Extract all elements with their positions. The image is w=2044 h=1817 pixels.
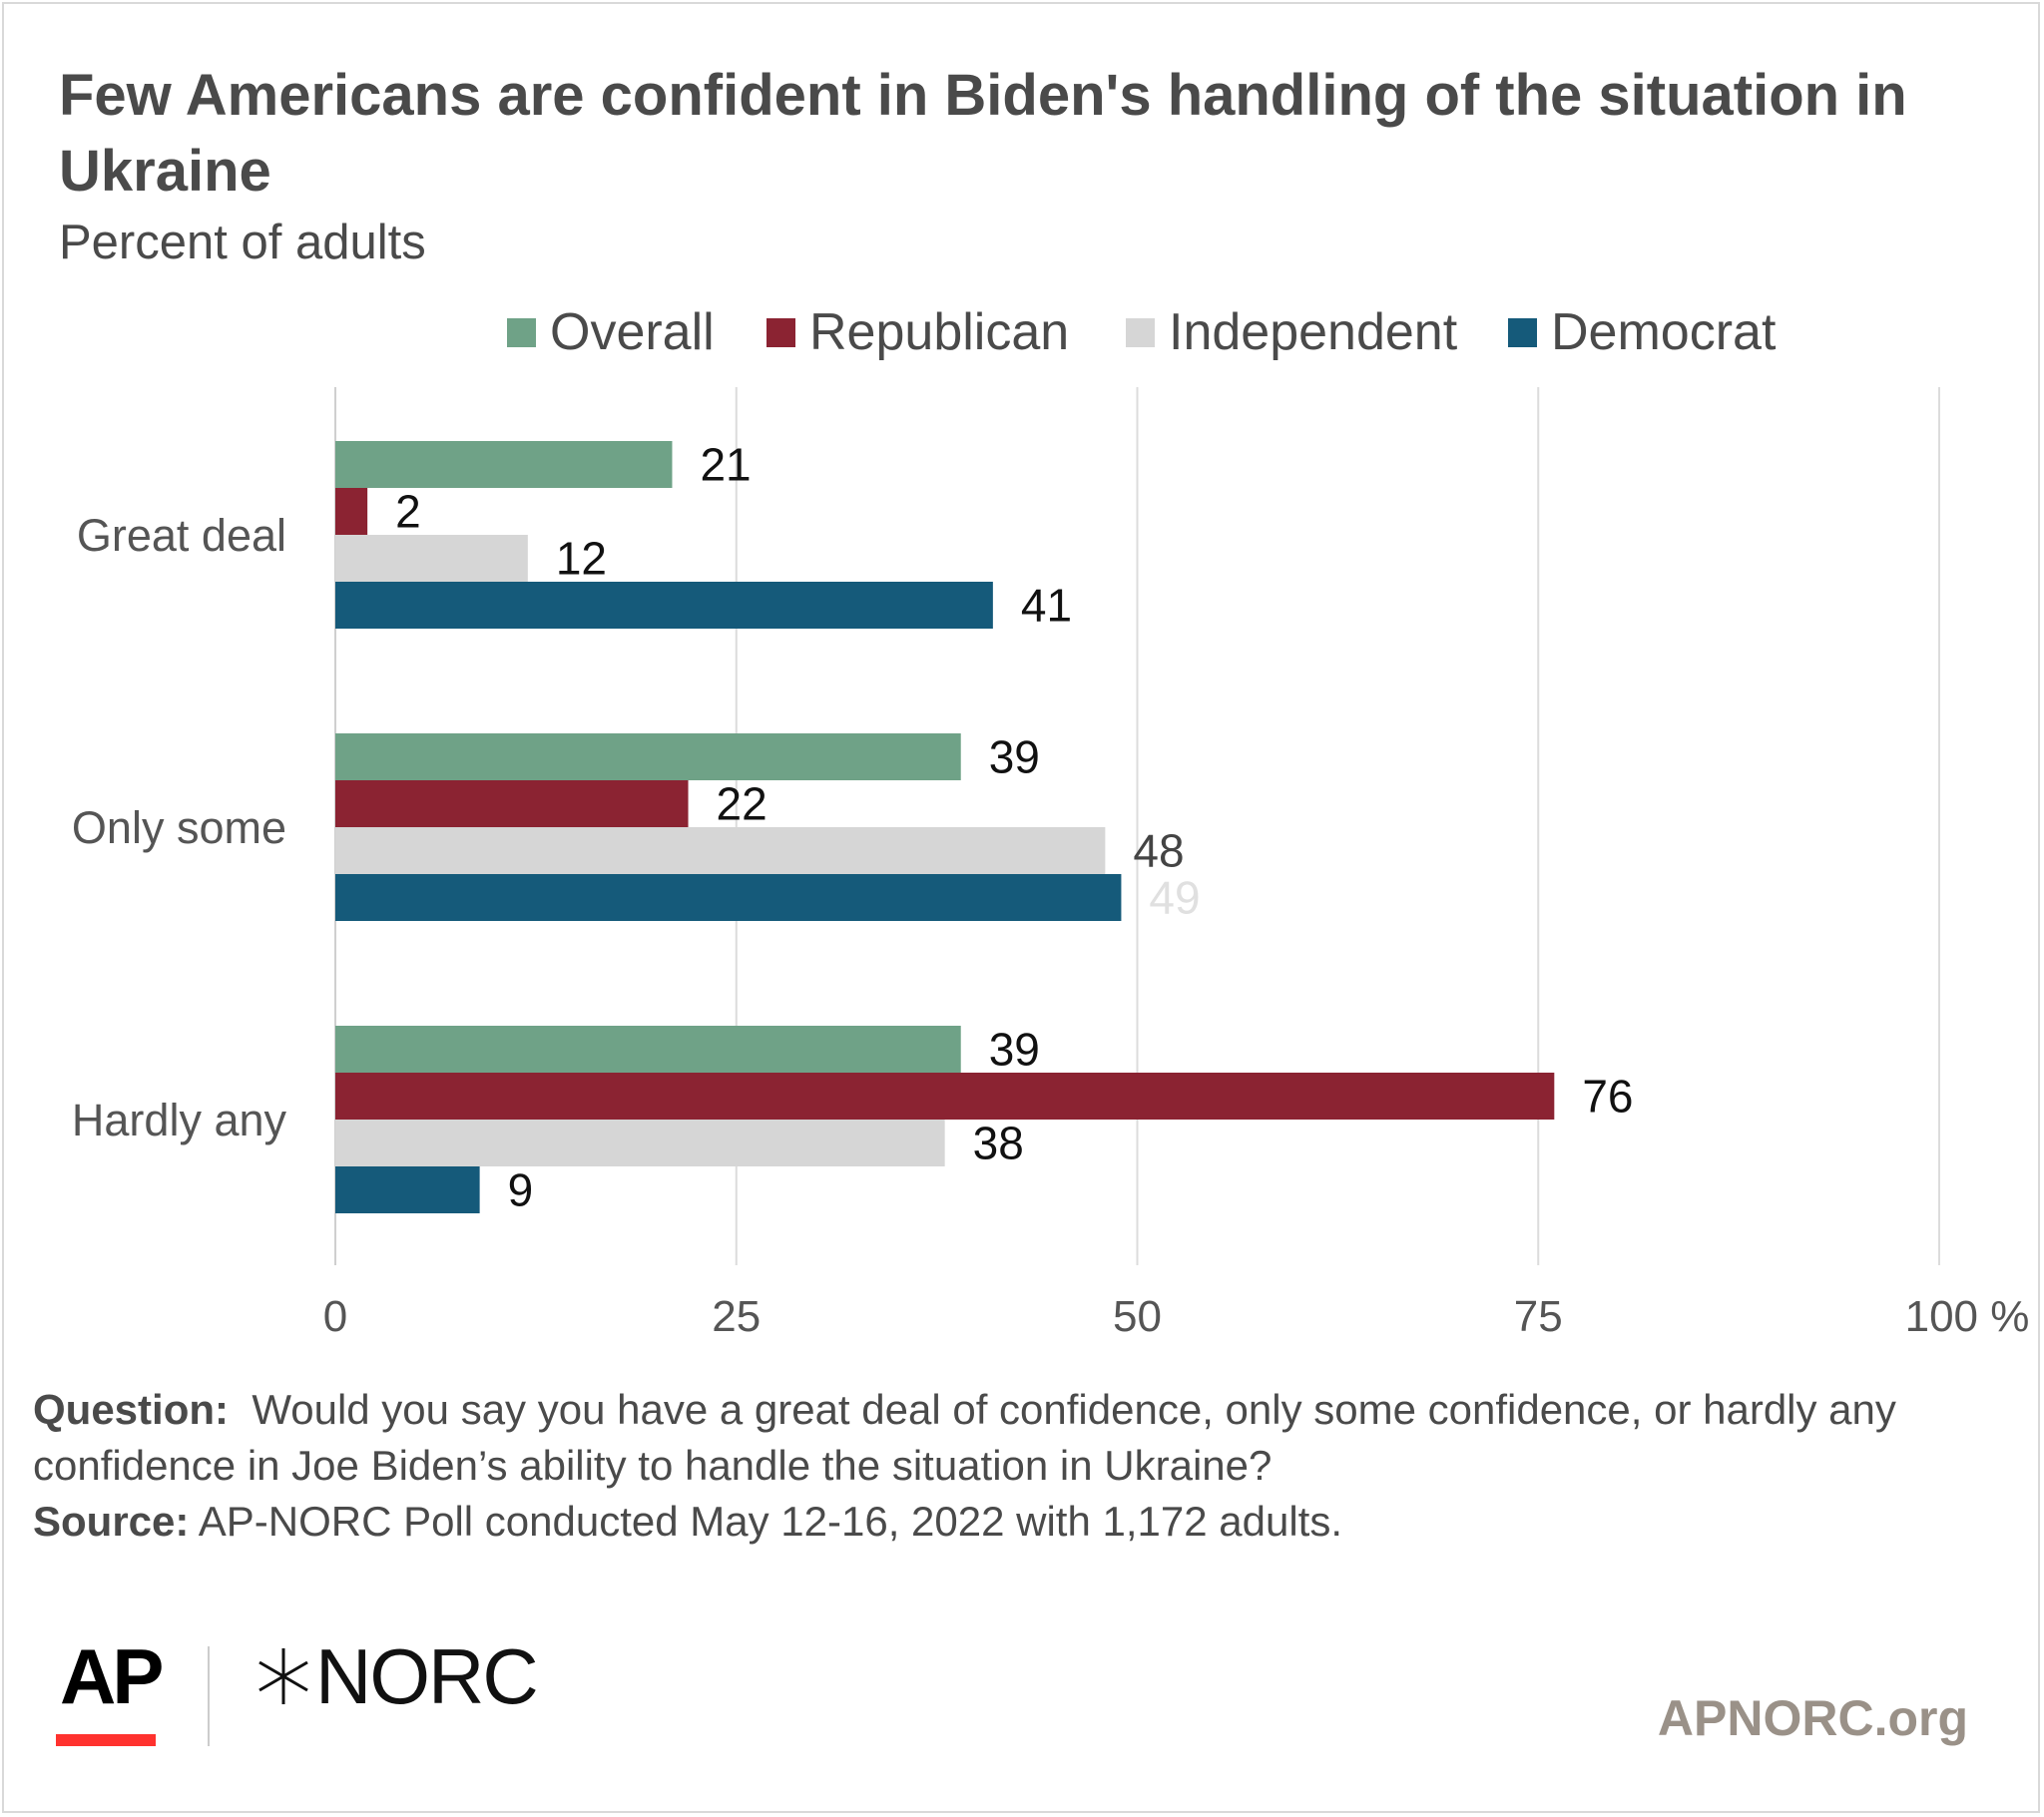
apnorc-site-link[interactable]: APNORC.org — [1657, 1690, 1968, 1746]
legend-item: Overall — [507, 299, 715, 365]
chart-subtitle: Percent of adults — [59, 216, 426, 269]
source-note: Source: AP-NORC Poll conducted May 12-16… — [33, 1494, 1989, 1550]
legend-item: Democrat — [1508, 299, 1776, 365]
data-label: 9 — [508, 1164, 534, 1216]
data-label: 2 — [395, 486, 421, 538]
legend-swatch — [507, 317, 536, 347]
data-label: 41 — [1021, 580, 1072, 632]
legend-label: Republican — [809, 303, 1070, 361]
x-tick-label: 75 — [1514, 1292, 1563, 1341]
bar — [335, 582, 993, 629]
data-label: 12 — [556, 533, 607, 585]
bar — [335, 1120, 945, 1166]
bar — [335, 441, 673, 488]
chart-legend: Overall Republican Independent Democrat — [0, 299, 2044, 365]
bar — [335, 488, 368, 535]
chart-title: Few Americans are confident in Biden's h… — [59, 63, 1907, 204]
data-label: 49 — [1149, 872, 1200, 924]
source-label: Source: — [33, 1498, 190, 1545]
data-label: 21 — [700, 439, 751, 491]
bar — [335, 1073, 1555, 1120]
bar — [335, 780, 689, 827]
bar — [335, 874, 1122, 921]
bar — [335, 535, 528, 582]
bar — [335, 827, 1106, 874]
x-tick-label: 25 — [712, 1292, 761, 1341]
legend-swatch — [1126, 317, 1155, 347]
x-tick-label: 50 — [1113, 1292, 1162, 1341]
ap-logo: AP — [60, 1632, 164, 1720]
source-text: AP-NORC Poll conducted May 12-16, 2022 w… — [198, 1498, 1343, 1545]
bar-chart: 0 25 50 75 100 % Great deal Only some Hardly an… — [72, 387, 2030, 1341]
legend-swatch — [1508, 317, 1537, 347]
legend-label: Overall — [550, 303, 715, 361]
x-tick-label: 100 % — [1905, 1292, 2030, 1341]
norc-logo: NORC — [315, 1632, 539, 1720]
legend-item: Independent — [1126, 299, 1457, 365]
bar — [335, 1166, 480, 1213]
data-label: 22 — [717, 778, 767, 830]
x-tick-label: 0 — [323, 1292, 347, 1341]
ap-logo-underline — [56, 1734, 156, 1746]
question-label: Question: — [33, 1386, 229, 1433]
data-label: 39 — [989, 731, 1040, 783]
norc-star-icon — [258, 1648, 308, 1704]
data-label: 39 — [989, 1024, 1040, 1076]
question-note: Question: Would you say you have a great… — [33, 1382, 1989, 1494]
legend-item: Republican — [766, 299, 1069, 365]
legend-label: Independent — [1169, 303, 1458, 361]
category-label: Great deal — [77, 510, 286, 561]
legend-label: Democrat — [1551, 303, 1777, 361]
category-label: Hardly any — [72, 1095, 287, 1145]
data-label: 48 — [1133, 825, 1184, 877]
bar — [335, 1026, 961, 1073]
bar — [335, 733, 961, 780]
legend-swatch — [766, 317, 795, 347]
question-text: Would you say you have a great deal of c… — [33, 1386, 1896, 1489]
data-label: 38 — [973, 1118, 1024, 1169]
data-label: 76 — [1582, 1071, 1633, 1123]
logo-divider — [208, 1646, 210, 1746]
category-label: Only some — [72, 802, 286, 853]
